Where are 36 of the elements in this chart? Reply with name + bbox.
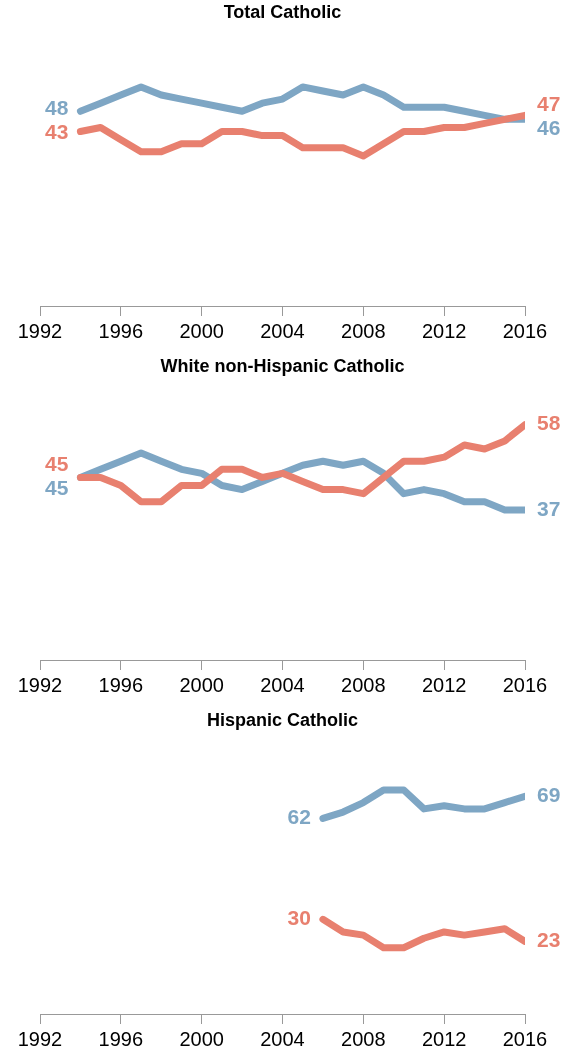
x-tick-label: 1992 xyxy=(17,1027,63,1050)
x-tick-label: 2004 xyxy=(260,1027,305,1050)
x-tick-label: 2016 xyxy=(502,1027,548,1050)
chart-title: White non-Hispanic Catholic xyxy=(160,355,405,376)
data-label: 69 xyxy=(537,783,561,807)
x-tick-label: 2016 xyxy=(502,673,548,696)
x-tick-label: 2000 xyxy=(179,673,224,696)
x-tick-label: 2008 xyxy=(341,673,386,696)
x-tick-label: 1992 xyxy=(17,673,63,696)
x-tick-label: 2004 xyxy=(260,319,305,342)
data-label: 30 xyxy=(287,906,311,930)
data-label: 62 xyxy=(287,805,311,829)
x-tick-label: 2000 xyxy=(179,1027,224,1050)
x-tick-label: 2000 xyxy=(179,319,224,342)
x-tick-label: 2016 xyxy=(502,319,548,342)
data-label: 48 xyxy=(45,96,69,120)
x-tick-label: 2012 xyxy=(421,319,467,342)
data-label: 45 xyxy=(45,476,69,500)
x-tick-label: 2004 xyxy=(260,673,305,696)
chart-title: Total Catholic xyxy=(223,1,342,22)
x-tick-label: 2012 xyxy=(421,673,467,696)
data-label: 45 xyxy=(45,452,69,476)
x-tick-label: 1996 xyxy=(98,319,144,342)
data-label: 43 xyxy=(45,120,69,144)
data-label: 47 xyxy=(537,92,561,116)
data-label: 37 xyxy=(537,496,561,520)
x-tick-label: 1996 xyxy=(98,1027,144,1050)
data-label: 58 xyxy=(537,411,561,435)
x-tick-label: 2008 xyxy=(341,319,386,342)
x-tick-label: 2012 xyxy=(421,1027,467,1050)
data-label: 46 xyxy=(537,116,561,140)
x-tick-label: 1996 xyxy=(98,673,144,696)
chart-title: Hispanic Catholic xyxy=(206,709,359,730)
x-tick-label: 2008 xyxy=(341,1027,386,1050)
x-tick-label: 1992 xyxy=(17,319,63,342)
data-label: 23 xyxy=(537,928,561,952)
